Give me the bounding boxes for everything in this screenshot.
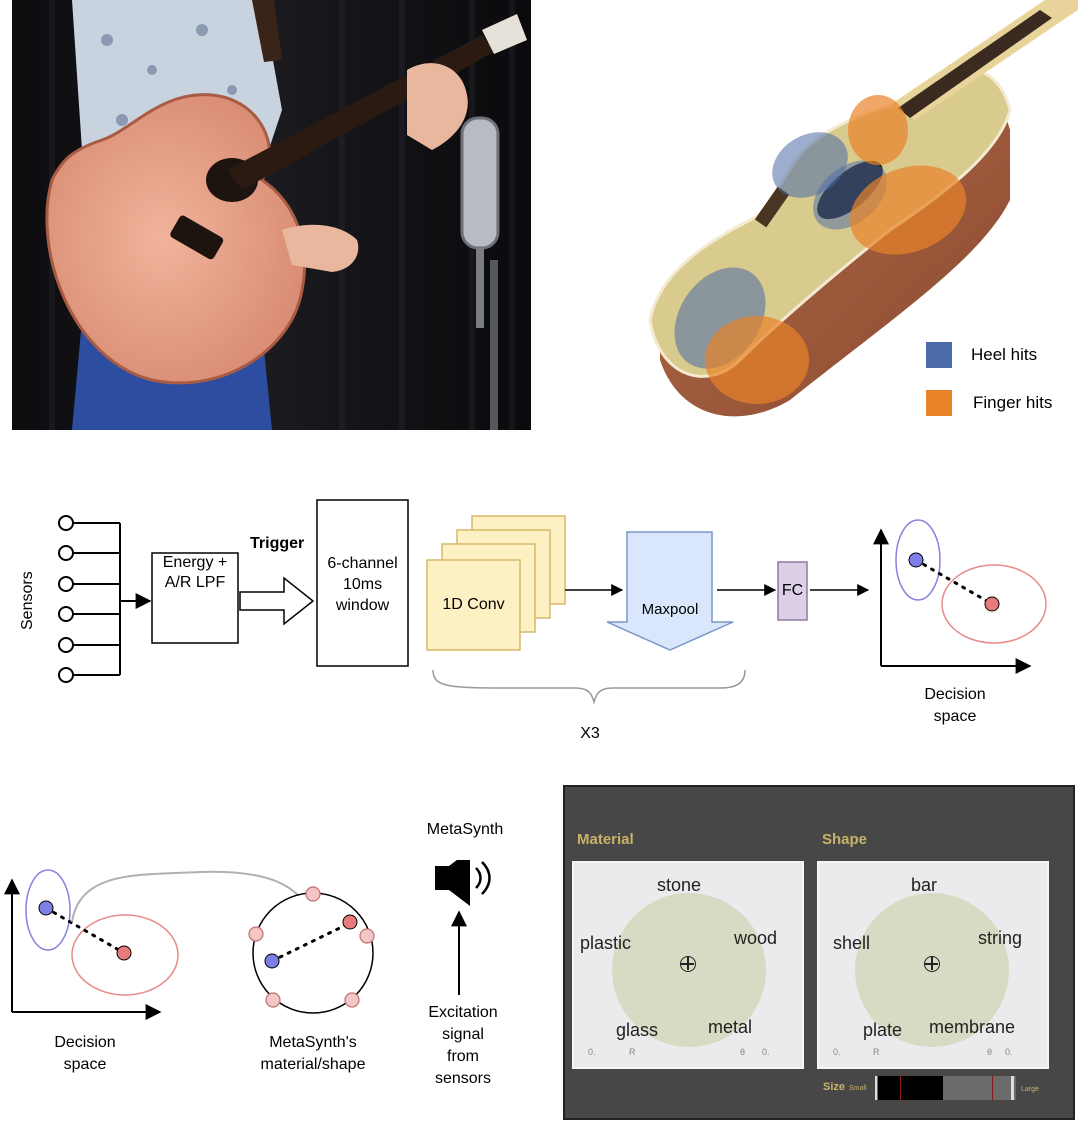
repeat-brace [432,669,746,705]
material-plastic: plastic [580,933,632,953]
legend-finger-label: Finger hits [973,393,1053,412]
legend-heel-swatch [926,342,952,368]
energy-label: Energy + A/R LPF [152,553,238,593]
finger-hit-area [848,95,908,165]
speaker-title: MetaSynth [426,821,504,838]
energy-label-line2: A/R LPF [164,574,226,591]
material-footer-left: 0. [588,1047,596,1057]
legend-heel-label: Heel hits [971,345,1038,364]
shape-footer-right: 0. [1005,1047,1013,1057]
excitation-line2: signal [442,1026,484,1043]
fc-label: FC [781,582,804,599]
material-cursor-icon[interactable] [680,956,696,972]
metasynth-panel: Material stone plastic wood glass metal … [563,785,1075,1120]
metasynth-label-line2: material/shape [260,1056,366,1073]
excitation-line3: from [447,1048,479,1065]
mapping-decision-label: Decision space [30,1032,140,1076]
material-title: Material [577,831,634,848]
shape-string: string [978,928,1023,948]
window-label: 6-channel 10ms window [317,553,408,616]
shape-title: Shape [822,831,868,848]
shape-cursor-icon[interactable] [924,956,940,972]
trigger-label: Trigger [250,535,305,552]
conv-stack [426,515,566,651]
pipeline-diagram [58,499,1047,705]
decision-label-line2: space [933,708,977,725]
sensors-label: Sensors [19,571,36,630]
decision-label: Decision space [900,684,1010,728]
shape-footer-left: 0. [833,1047,841,1057]
finger-hit-area [705,316,809,404]
mapping-decision-line2: space [63,1056,107,1073]
size-small-label: Small [849,1085,867,1092]
shape-plate: plate [863,1020,903,1040]
excitation-label: Excitation signal from sensors [408,1002,518,1090]
metasynth-label-line1: MetaSynth's [269,1034,357,1051]
material-metal: metal [708,1017,753,1037]
guitarist-photo [12,0,531,430]
repeat-label: X3 [580,725,600,742]
window-label-line1: 6-channel [327,555,398,572]
excitation-line1: Excitation [428,1004,498,1021]
material-footer-right: 0. [762,1047,770,1057]
decision-label-line1: Decision [924,686,986,703]
energy-box [151,552,239,644]
fc-box [777,561,808,621]
shape-bar: bar [911,875,938,895]
material-footer-r: R [629,1047,636,1057]
shape-pad[interactable]: bar shell string plate membrane 0. R θ 0… [817,861,1049,1069]
material-footer-theta: θ [740,1047,746,1057]
sensor-array [58,515,121,683]
maxpool-shape [606,531,734,651]
material-stone: stone [657,875,702,895]
material-glass: glass [616,1020,659,1040]
shape-footer-theta: θ [987,1047,993,1057]
window-label-line3: window [335,597,390,614]
trigger-arrow [239,576,315,626]
mapping-decision-line1: Decision [54,1034,116,1051]
shape-membrane: membrane [929,1017,1016,1037]
maxpool-label: Maxpool [641,601,699,618]
window-box [316,499,409,667]
shape-footer-r: R [873,1047,880,1057]
legend-finger-swatch [926,390,952,416]
hit-blobs [674,95,967,404]
excitation-line4: sensors [434,1070,492,1087]
size-slider-fill [878,1076,943,1100]
material-pad[interactable]: stone plastic wood glass metal 0. R θ 0. [572,861,804,1069]
shape-shell: shell [833,933,871,953]
conv-label: 1D Conv [442,596,505,613]
window-label-line2: 10ms [342,576,383,593]
material-wood: wood [734,928,778,948]
finger-hit-area [849,165,967,255]
decision-space-plot [873,519,1047,674]
size-large-label: Large [1021,1086,1039,1093]
energy-label-line1: Energy + [162,554,228,571]
size-label: Size [823,1081,846,1093]
size-slider[interactable] [875,1076,1016,1100]
speaker-icon [435,860,491,906]
mapping-diagram [4,860,491,1020]
metasynth-shape-label: MetaSynth's material/shape [245,1032,381,1076]
